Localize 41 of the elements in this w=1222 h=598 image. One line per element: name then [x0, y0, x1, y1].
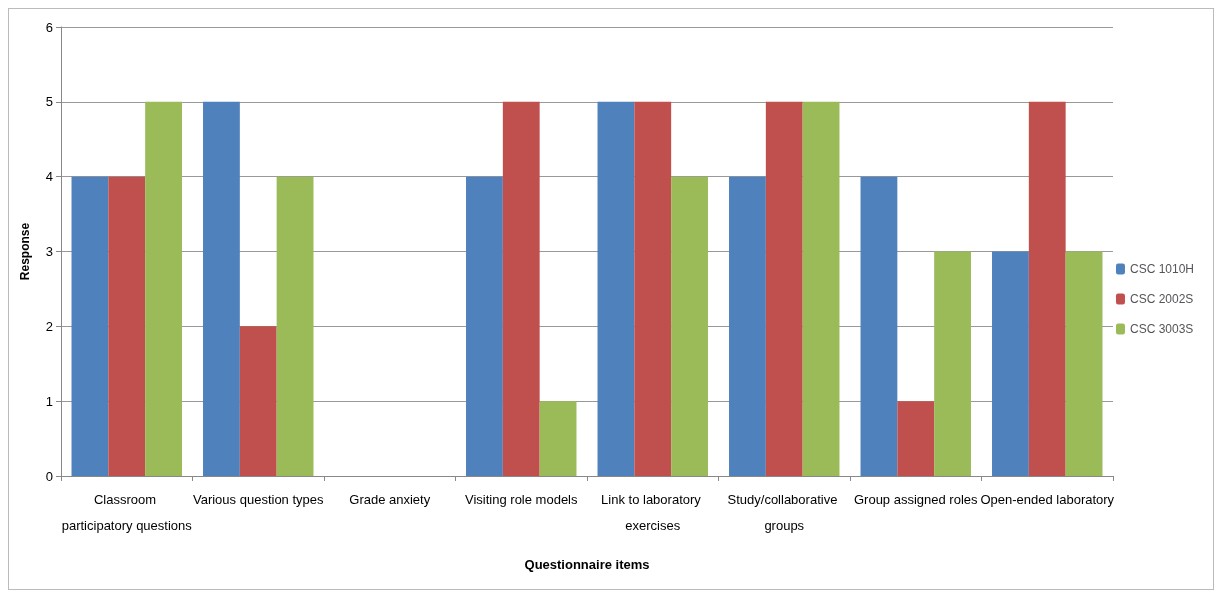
y-axis-title: Response — [18, 222, 32, 281]
y-tick-label: 2 — [45, 318, 53, 334]
bar — [276, 176, 314, 476]
bar — [145, 101, 182, 476]
bar — [992, 251, 1029, 476]
legend-label: CSC 3003S — [1129, 322, 1194, 336]
legend-label: CSC 2002S — [1129, 292, 1194, 306]
bar — [466, 176, 503, 476]
bar — [1065, 251, 1103, 476]
y-tick-label: 0 — [45, 468, 53, 484]
x-axis-title: Questionnaire items — [524, 557, 650, 572]
x-tick-label: Various question types — [192, 491, 325, 507]
bar — [502, 101, 540, 476]
x-tick-label: Study/collaborative groups — [727, 491, 841, 533]
x-tick-label: Classroom participatory questions — [61, 491, 193, 533]
bar — [108, 176, 146, 476]
x-tick-label: Grade anxiety — [349, 491, 431, 507]
bar — [860, 176, 898, 476]
legend-label: CSC 1010H — [1129, 262, 1194, 276]
bar — [539, 401, 577, 476]
bar — [934, 251, 971, 476]
y-tick-label: 5 — [45, 94, 53, 110]
bar — [802, 101, 840, 476]
bar — [597, 101, 635, 476]
bar — [203, 101, 240, 476]
bar — [765, 101, 803, 476]
bar — [897, 401, 935, 476]
x-tick-label: Group assigned roles — [853, 491, 979, 507]
x-tick-label: Visiting role models — [465, 491, 578, 507]
y-tick-label: 1 — [45, 393, 53, 409]
bar — [671, 176, 708, 476]
bar — [729, 176, 766, 476]
y-tick-label: 3 — [45, 244, 53, 259]
x-tick-label: Link to laboratory exercises — [601, 491, 705, 533]
bar — [634, 101, 672, 476]
y-tick-label: 4 — [45, 169, 53, 185]
bar — [1028, 101, 1066, 476]
bar — [71, 176, 109, 476]
bar — [239, 326, 277, 476]
x-tick-label: Open-ended laboratory — [980, 491, 1115, 507]
y-tick-label: 6 — [45, 19, 53, 35]
